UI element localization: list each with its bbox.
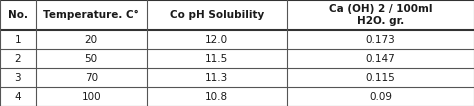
Text: Temperature. C°: Temperature. C° — [43, 10, 139, 20]
Text: 11.3: 11.3 — [205, 73, 228, 83]
Text: 10.8: 10.8 — [205, 91, 228, 102]
Text: 11.5: 11.5 — [205, 54, 228, 64]
Text: 0.147: 0.147 — [365, 54, 395, 64]
Text: No.: No. — [8, 10, 28, 20]
Text: 0.173: 0.173 — [365, 35, 395, 45]
Text: 0.09: 0.09 — [369, 91, 392, 102]
Text: 2: 2 — [15, 54, 21, 64]
Text: Ca (OH) 2 / 100ml
H2O. gr.: Ca (OH) 2 / 100ml H2O. gr. — [328, 4, 432, 26]
Text: 3: 3 — [15, 73, 21, 83]
Bar — [0, 30, 474, 49]
Bar — [0, 49, 474, 68]
Text: 1: 1 — [15, 35, 21, 45]
Text: 20: 20 — [85, 35, 98, 45]
Text: 70: 70 — [85, 73, 98, 83]
Text: 12.0: 12.0 — [205, 35, 228, 45]
Text: 50: 50 — [85, 54, 98, 64]
Text: 100: 100 — [82, 91, 101, 102]
Text: Co pH Solubility: Co pH Solubility — [170, 10, 264, 20]
Text: 0.115: 0.115 — [365, 73, 395, 83]
Bar — [0, 68, 474, 87]
Text: 4: 4 — [15, 91, 21, 102]
Bar — [0, 0, 474, 30]
Bar — [0, 87, 474, 106]
